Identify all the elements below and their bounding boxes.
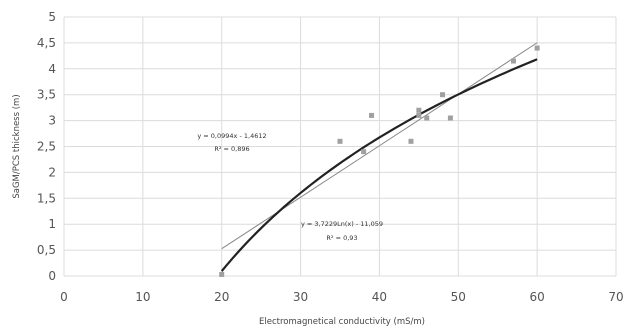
grid-lines	[63, 16, 617, 277]
y-tick-label: 4	[48, 62, 56, 76]
y-tick-labels: 0 0,5 1 1,5 2 2,5 3 3,5 4 4,5 5	[37, 10, 56, 283]
data-point	[408, 138, 414, 144]
data-point	[337, 138, 343, 144]
data-point	[424, 115, 430, 121]
y-tick-label: 3,5	[37, 88, 56, 102]
data-point	[534, 45, 540, 51]
x-tick-label: 50	[451, 290, 466, 304]
y-tick-label: 5	[48, 10, 56, 24]
y-tick-label: 0,5	[37, 243, 56, 257]
log-fit-r-squared: R² = 0,93	[326, 234, 357, 242]
trend-lines	[220, 42, 538, 272]
x-tick-label: 40	[372, 290, 387, 304]
data-point	[219, 271, 225, 277]
x-tick-labels: 0 10 20 30 40 50 60 70	[60, 290, 623, 304]
data-point	[416, 112, 422, 118]
data-point	[416, 107, 422, 113]
y-tick-label: 2,5	[37, 140, 56, 154]
data-point	[361, 149, 367, 155]
y-axis-label: SaGM/PCS thickness (m)	[12, 94, 22, 198]
y-tick-label: 4,5	[37, 36, 56, 50]
y-tick-label: 2	[48, 165, 56, 179]
data-points	[219, 45, 540, 277]
x-tick-label: 10	[135, 290, 150, 304]
data-point	[510, 58, 516, 64]
data-point	[447, 115, 453, 121]
x-tick-label: 60	[530, 290, 545, 304]
linear-fit-equation: y = 0,0994x - 1,4612	[197, 132, 266, 140]
x-axis-label: Electromagnetical conductivity (mS/m)	[259, 317, 425, 327]
y-tick-label: 1,5	[37, 191, 56, 205]
x-tick-label: 20	[214, 290, 229, 304]
log-fit-equation: y = 3,7229Ln(x) - 11,059	[301, 220, 383, 228]
data-point	[369, 112, 375, 118]
data-point	[440, 92, 446, 98]
x-tick-label: 0	[60, 290, 68, 304]
y-tick-label: 3	[48, 114, 56, 128]
log-trend-line	[220, 58, 538, 272]
y-tick-label: 1	[48, 217, 56, 231]
y-tick-label: 0	[48, 269, 56, 283]
x-tick-label: 30	[293, 290, 308, 304]
x-tick-label: 70	[608, 290, 623, 304]
linear-fit-r-squared: R² = 0,896	[214, 145, 249, 153]
